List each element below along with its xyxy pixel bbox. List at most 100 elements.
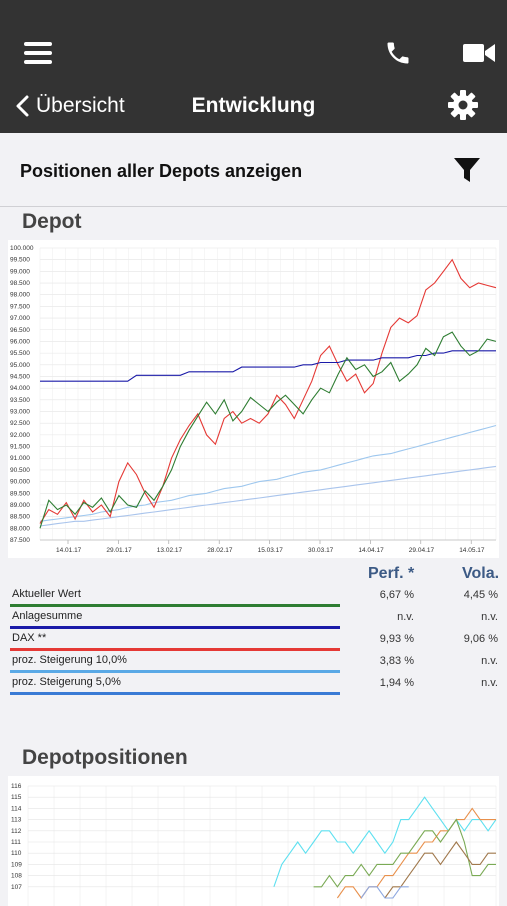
y-tick-label: 93.000	[10, 409, 30, 416]
x-tick-label: 29.01.17	[106, 547, 132, 554]
depot-section-title: Depot	[22, 210, 82, 233]
legend-vola-value: n.v.	[481, 655, 498, 667]
y-tick-label: 96.500	[10, 327, 30, 334]
y-tick-label: 92.000	[10, 432, 30, 439]
page-title: Entwicklung	[191, 94, 316, 117]
perf-column-header: Perf. *	[368, 565, 415, 582]
legend-series-name: Anlagesumme	[12, 610, 83, 622]
legend-vola-value: 9,06 %	[463, 633, 498, 645]
filter-funnel-icon[interactable]	[453, 156, 481, 184]
legend-color-line	[10, 692, 340, 695]
series-line	[360, 886, 409, 899]
x-tick-label: 28.02.17	[207, 547, 233, 554]
x-tick-label: 30.03.17	[308, 547, 334, 554]
vola-column-header: Vola.	[462, 565, 500, 582]
x-tick-label: 14.01.17	[56, 547, 82, 554]
legend-perf-value: 6,67 %	[379, 589, 414, 601]
y-tick-label: 95.000	[10, 362, 30, 369]
filter-label: Positionen aller Depots anzeigen	[20, 161, 303, 181]
y-tick-label: 116	[11, 783, 22, 790]
y-tick-label: 98.500	[10, 280, 30, 287]
y-tick-label: 111	[11, 839, 21, 846]
series-line	[39, 465, 497, 527]
back-button-label: Übersicht	[36, 94, 125, 117]
y-tick-label: 89.000	[10, 502, 30, 509]
legend-vola-value: n.v.	[481, 677, 498, 689]
y-tick-label: 96.000	[10, 338, 30, 345]
series-line	[313, 818, 496, 888]
y-tick-label: 88.000	[10, 525, 30, 532]
y-tick-label: 88.500	[10, 514, 30, 521]
legend-perf-value: 1,94 %	[379, 677, 414, 689]
y-tick-label: 100.000	[10, 245, 34, 252]
y-tick-label: 90.500	[10, 467, 30, 474]
y-tick-label: 110	[11, 850, 22, 857]
top-navigation-bar: Übersicht Entwicklung	[0, 0, 507, 133]
y-tick-label: 91.000	[10, 455, 30, 462]
legend-series-name: proz. Steigerung 10,0%	[12, 654, 127, 666]
series-line	[40, 350, 496, 382]
y-tick-label: 94.000	[10, 385, 30, 392]
y-tick-label: 97.000	[10, 315, 30, 322]
legend-row: proz. Steigerung 5,0% 1,94 % n.v.	[0, 676, 507, 698]
y-tick-label: 108	[11, 873, 22, 880]
x-tick-label: 15.03.17	[258, 547, 284, 554]
legend-row: DAX ** 9,93 % 9,06 %	[0, 632, 507, 654]
legend-perf-value: 9,93 %	[379, 633, 414, 645]
series-line	[273, 796, 497, 887]
x-tick-label: 13.02.17	[157, 547, 183, 554]
back-button[interactable]: Übersicht	[14, 90, 125, 122]
positions-chart[interactable]: 116 115 114 113 112 111 110 109 108 107	[8, 776, 499, 906]
y-tick-label: 98.000	[10, 292, 30, 299]
x-tick-label: 14.05.17	[459, 547, 485, 554]
depot-chart[interactable]: 100.000 99.500 99.000 98.500 98.000 97.500 97.…	[8, 240, 499, 558]
y-tick-label: 93.500	[10, 397, 30, 404]
series-line	[39, 258, 497, 524]
hamburger-menu-icon[interactable]	[24, 42, 52, 64]
y-tick-label: 94.500	[10, 373, 30, 380]
legend-vola-value: n.v.	[481, 611, 498, 623]
legend-series-name: DAX **	[12, 632, 47, 644]
positions-chart-svg: 116 115 114 113 112 111 110 109 108 107	[11, 783, 497, 906]
y-tick-label: 113	[11, 817, 22, 824]
legend-color-line	[10, 670, 340, 673]
video-camera-icon[interactable]	[463, 42, 495, 64]
y-tick-label: 112	[11, 828, 22, 835]
y-tick-label: 109	[11, 861, 22, 868]
y-tick-label: 99.000	[10, 268, 30, 275]
legend-row: Aktueller Wert 6,67 % 4,45 %	[0, 588, 507, 610]
y-tick-label: 91.500	[10, 444, 30, 451]
gear-icon[interactable]	[447, 89, 479, 121]
y-tick-label: 107	[11, 884, 22, 891]
series-line	[39, 331, 497, 529]
legend-vola-value: 4,45 %	[463, 589, 498, 601]
y-tick-label: 87.500	[10, 537, 30, 544]
legend-color-line	[10, 604, 340, 607]
y-tick-label: 114	[11, 805, 22, 812]
positions-section-title: Depotpositionen	[22, 746, 188, 769]
legend-perf-value: 3,83 %	[379, 655, 414, 667]
series-line	[384, 841, 496, 899]
filter-bar[interactable]: Positionen aller Depots anzeigen	[0, 133, 507, 207]
chevron-left-icon	[16, 95, 29, 117]
legend-row: proz. Steigerung 10,0% 3,83 % n.v.	[0, 654, 507, 676]
y-tick-label: 89.500	[10, 490, 30, 497]
y-tick-label: 92.500	[10, 420, 30, 427]
legend-color-line	[10, 648, 340, 651]
y-tick-label: 99.500	[10, 257, 30, 264]
y-tick-label: 97.500	[10, 303, 30, 310]
legend-series-name: proz. Steigerung 5,0%	[12, 676, 121, 688]
legend-row: Anlagesumme n.v. n.v.	[0, 610, 507, 632]
y-tick-label: 95.500	[10, 350, 30, 357]
y-tick-label: 115	[11, 794, 22, 801]
legend-series-name: Aktueller Wert	[12, 588, 81, 600]
legend-color-line	[10, 626, 340, 629]
depot-legend: Perf. * Vola. Aktueller Wert 6,67 % 4,45 %…	[0, 560, 507, 700]
series-line	[39, 424, 497, 522]
x-tick-label: 14.04.17	[358, 547, 384, 554]
y-tick-label: 90.000	[10, 479, 30, 486]
legend-perf-value: n.v.	[397, 611, 414, 623]
x-tick-label: 29.04.17	[409, 547, 435, 554]
phone-icon[interactable]	[384, 39, 412, 67]
depot-chart-svg: 100.000 99.500 99.000 98.500 98.000 97.500 97.…	[10, 245, 497, 554]
